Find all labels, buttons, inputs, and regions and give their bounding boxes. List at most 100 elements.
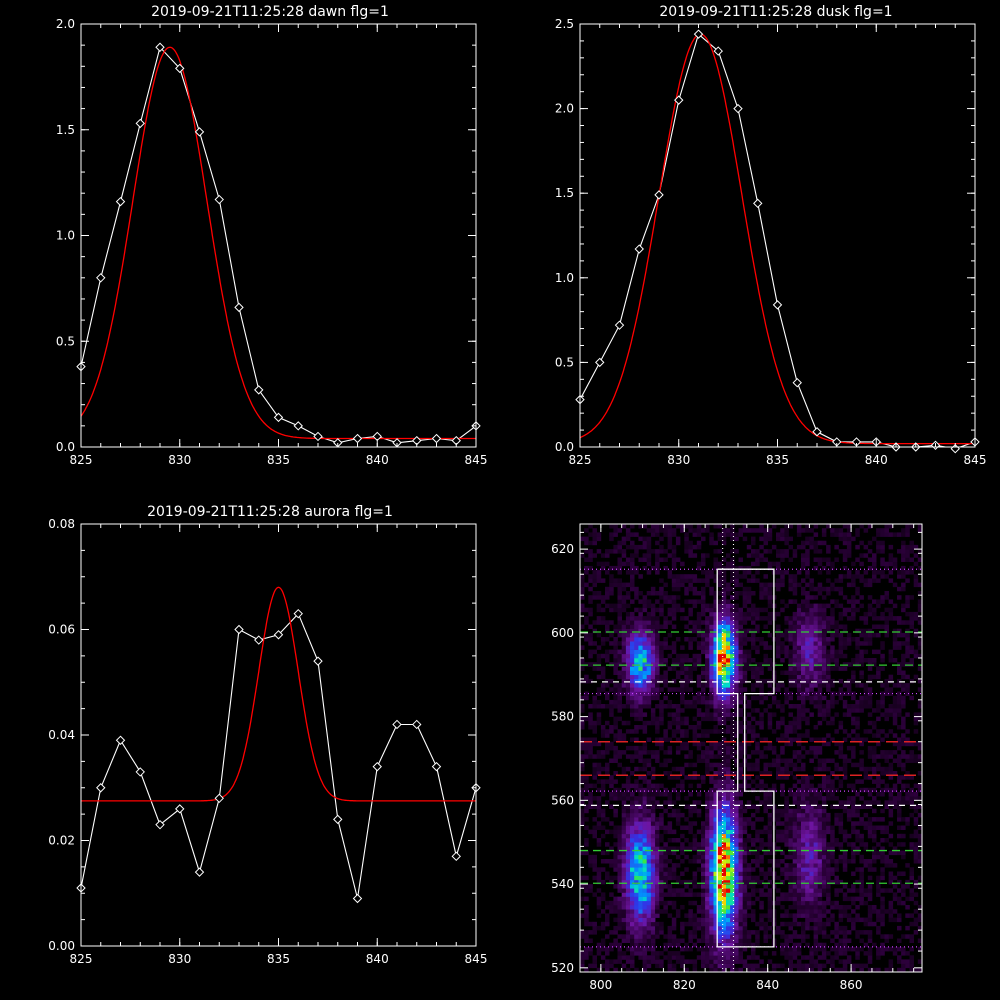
image-pixel	[746, 817, 752, 822]
image-pixel	[851, 561, 856, 567]
image-pixel	[613, 787, 618, 793]
image-pixel	[713, 641, 718, 646]
image-pixel	[780, 649, 785, 655]
image-pixel	[805, 624, 810, 629]
image-pixel	[600, 637, 606, 642]
image-pixel	[742, 670, 748, 675]
image-pixel	[667, 884, 673, 889]
image-pixel	[600, 666, 606, 671]
image-pixel	[730, 565, 735, 571]
image-pixel	[596, 946, 602, 952]
image-pixel	[617, 578, 622, 583]
image-pixel	[751, 628, 756, 634]
image-pixel	[634, 863, 639, 868]
image-pixel	[746, 607, 752, 613]
image-pixel	[809, 737, 814, 742]
image-pixel	[767, 909, 773, 914]
image-pixel	[846, 536, 852, 542]
aurora-fit-curve	[81, 586, 476, 802]
image-pixel	[738, 649, 743, 655]
image-pixel	[655, 913, 660, 918]
image-pixel	[746, 783, 752, 789]
image-pixel	[675, 607, 681, 613]
image-pixel	[580, 582, 585, 588]
image-pixel	[813, 524, 819, 529]
image-pixel	[846, 582, 852, 588]
image-pixel	[605, 586, 610, 592]
image-pixel	[621, 909, 627, 914]
image-pixel	[613, 833, 618, 839]
image-pixel	[726, 896, 731, 902]
image-pixel	[625, 754, 631, 759]
image-pixel	[630, 833, 635, 839]
image-pixel	[621, 628, 627, 634]
image-pixel	[588, 524, 593, 529]
image-pixel	[763, 624, 768, 629]
image-pixel	[713, 946, 718, 952]
image-pixel	[796, 683, 802, 688]
image-pixel	[688, 754, 693, 759]
image-pixel	[646, 540, 652, 546]
image-pixel	[709, 695, 714, 701]
aurora-ytick-label: 0.08	[48, 517, 75, 531]
image-pixel	[726, 745, 731, 751]
image-pixel	[771, 783, 777, 789]
image-pixel	[738, 842, 743, 847]
image-pixel	[713, 729, 718, 734]
image-pixel	[701, 917, 706, 923]
image-pixel	[742, 913, 748, 918]
image-pixel	[692, 875, 698, 881]
image-pixel	[821, 741, 827, 747]
image-pixel	[742, 871, 748, 876]
image-pixel	[688, 666, 693, 671]
image-pixel	[625, 582, 631, 588]
image-pixel	[671, 900, 677, 906]
image-pixel	[826, 959, 831, 964]
image-pixel	[830, 829, 835, 835]
image-pixel	[630, 812, 635, 818]
image-pixel	[692, 658, 698, 663]
image-pixel	[721, 607, 727, 613]
image-pixel	[838, 574, 844, 579]
image-pixel	[796, 909, 802, 914]
image-pixel	[650, 565, 656, 571]
image-pixel	[609, 649, 614, 655]
aurora-data-point	[175, 804, 185, 814]
image-pixel	[655, 658, 660, 663]
image-pixel	[696, 892, 702, 897]
image-pixel	[634, 892, 639, 897]
image-pixel	[746, 595, 752, 600]
image-pixel	[801, 666, 806, 671]
image-pixel	[855, 963, 860, 969]
image-pixel	[646, 804, 652, 809]
image-pixel	[855, 812, 860, 818]
image-pixel	[813, 796, 819, 801]
image-pixel	[688, 892, 693, 897]
image-pixel	[605, 946, 610, 952]
image-pixel	[663, 750, 668, 755]
image-pixel	[834, 775, 839, 780]
image-pixel	[796, 691, 802, 696]
image-pixel	[805, 829, 810, 835]
image-pixel	[642, 955, 648, 960]
image-pixel	[759, 925, 764, 931]
image-pixel	[630, 704, 635, 709]
image-pixel	[671, 733, 677, 738]
image-pixel	[600, 683, 606, 688]
image-pixel	[659, 821, 664, 826]
image-pixel	[792, 725, 798, 730]
image-pixel	[759, 871, 764, 876]
image-pixel	[721, 603, 727, 609]
image-pixel	[838, 528, 844, 533]
image-pixel	[742, 838, 748, 843]
image-pixel	[609, 591, 614, 596]
image-pixel	[780, 783, 785, 789]
image-pixel	[717, 549, 723, 554]
image-pixel	[738, 787, 743, 793]
aurora-ytick-label: 0.02	[48, 834, 75, 848]
image-pixel	[684, 678, 689, 684]
image-pixel	[713, 540, 718, 546]
image-pixel	[580, 666, 585, 671]
image-pixel	[742, 921, 748, 927]
image-pixel	[701, 946, 706, 952]
